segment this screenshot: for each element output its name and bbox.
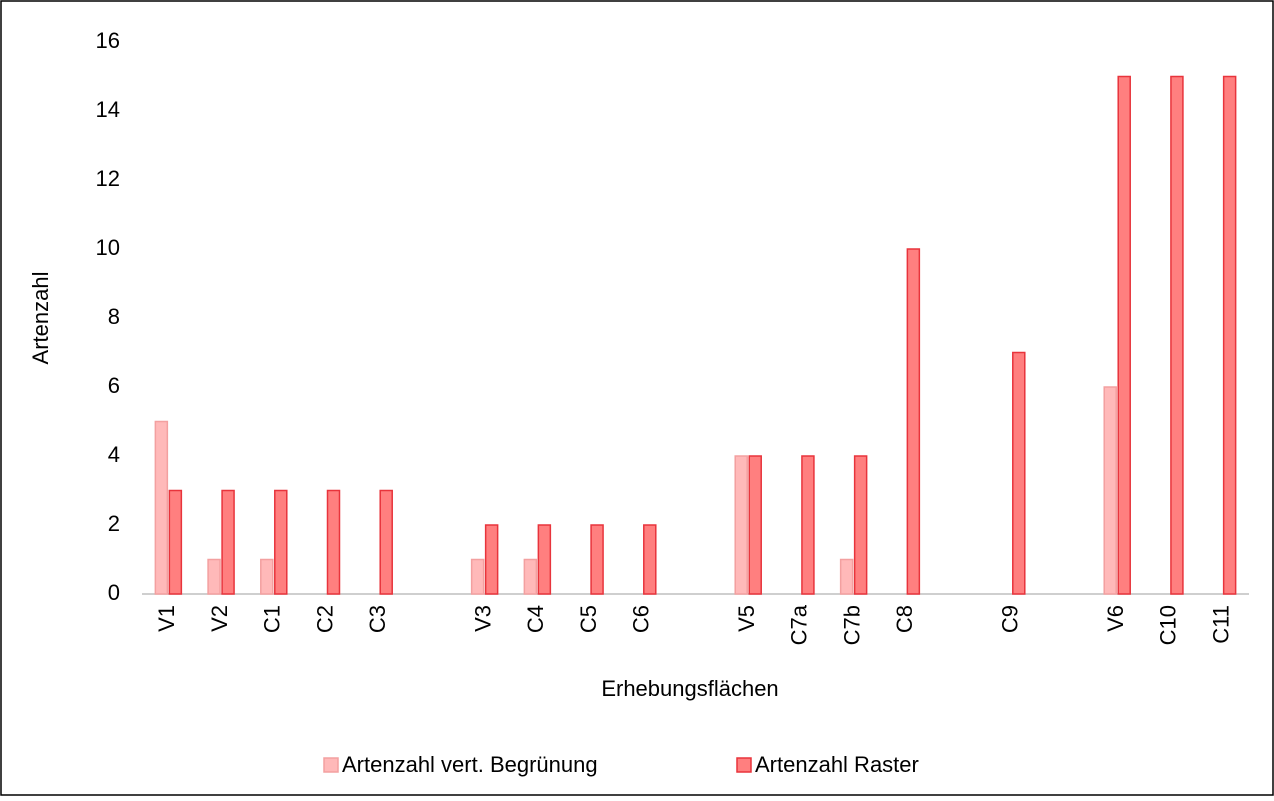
y-tick-label: 4: [108, 442, 120, 467]
bar: [154, 420, 169, 595]
bar: [643, 524, 657, 595]
legend-swatch: [736, 757, 752, 773]
y-tick-label: 10: [96, 235, 120, 260]
x-tick-label: C6: [629, 605, 654, 633]
bar: [748, 455, 762, 595]
bar: [906, 248, 921, 595]
bar: [839, 558, 854, 595]
y-tick-label: 14: [96, 97, 120, 122]
x-tick-label: V3: [470, 605, 495, 632]
bar: [326, 489, 341, 595]
bar: [1012, 351, 1026, 595]
x-axis-title: Erhebungsflächen: [601, 676, 778, 701]
x-tick-label: C7b: [839, 605, 864, 645]
bar: [168, 489, 183, 595]
bar: [221, 489, 235, 595]
legend-swatch: [323, 757, 339, 773]
x-tick-label: V5: [734, 605, 759, 632]
bar: [1103, 386, 1117, 595]
x-tick-label: C1: [260, 605, 285, 633]
bar: [523, 558, 538, 595]
bar: [537, 524, 552, 595]
x-tick-label: C4: [523, 605, 548, 633]
x-tick-label: C11: [1208, 605, 1233, 644]
x-tick-label: C7a: [787, 604, 812, 645]
bar: [470, 558, 485, 595]
x-tick-label: V6: [1103, 605, 1128, 632]
bar: [734, 455, 748, 595]
bar: [1117, 75, 1131, 595]
y-tick-label: 16: [96, 28, 120, 53]
y-tick-label: 2: [108, 511, 120, 536]
x-tick-label: V1: [154, 605, 179, 632]
bar: [1222, 75, 1237, 595]
bar: [379, 489, 393, 595]
bar: [590, 524, 604, 595]
y-tick-label: 8: [108, 304, 120, 329]
legend-label: Artenzahl vert. Begrünung: [342, 752, 598, 777]
x-tick-label: C9: [998, 605, 1023, 633]
bar: [853, 455, 868, 595]
bar: [260, 558, 274, 595]
bar: [1170, 75, 1184, 595]
legend-label: Artenzahl Raster: [755, 752, 919, 777]
y-tick-label: 0: [108, 580, 120, 605]
bar: [207, 558, 221, 595]
y-tick-label: 6: [108, 373, 120, 398]
x-tick-label: V2: [207, 605, 232, 632]
x-tick-label: C3: [365, 605, 390, 633]
bar: [484, 524, 499, 595]
bar: [801, 455, 815, 595]
x-tick-label: C8: [892, 605, 917, 633]
x-tick-label: C10: [1156, 605, 1181, 645]
x-tick-label: C2: [312, 605, 337, 633]
y-axis-title: Artenzahl: [28, 272, 53, 365]
y-tick-label: 12: [96, 166, 120, 191]
bar: [274, 489, 288, 595]
x-tick-label: C5: [576, 605, 601, 633]
